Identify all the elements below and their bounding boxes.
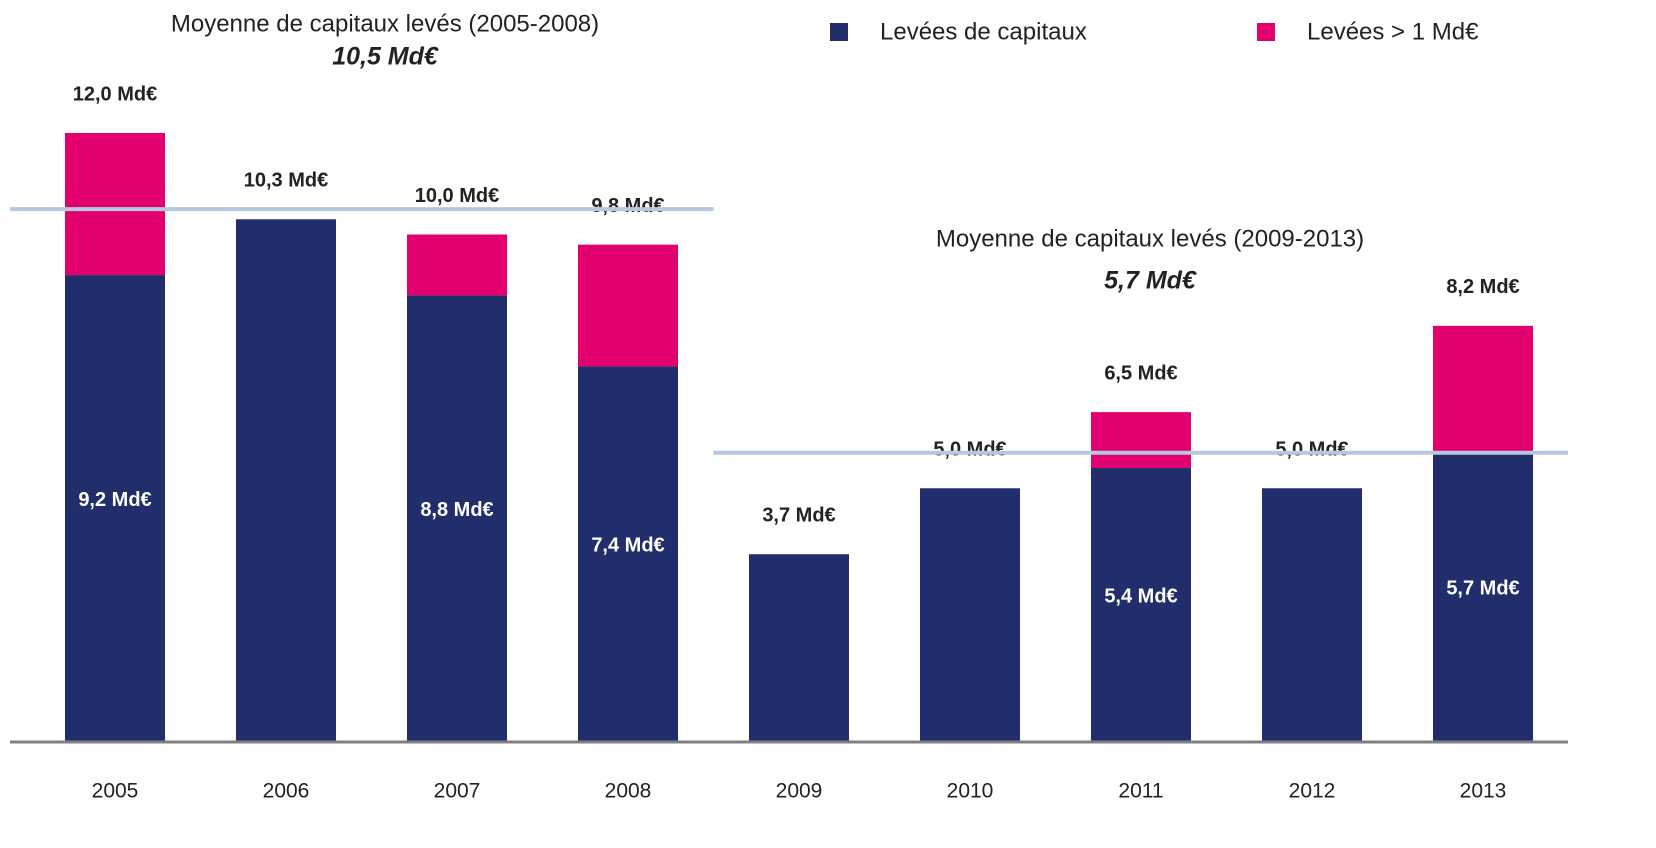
bar-segment bbox=[578, 244, 678, 367]
bar-segment bbox=[578, 366, 678, 742]
bar-segment bbox=[920, 488, 1020, 742]
bar-segment bbox=[1262, 488, 1362, 742]
total-label: 5,0 Md€ bbox=[1275, 439, 1348, 461]
bar-segment bbox=[1091, 412, 1191, 468]
legend-swatch bbox=[830, 23, 848, 41]
average-title: Moyenne de capitaux levés (2009-2013) bbox=[936, 225, 1364, 252]
legend-label: Levées > 1 Md€ bbox=[1307, 18, 1479, 45]
total-label: 12,0 Md€ bbox=[73, 83, 157, 105]
bar-segment bbox=[749, 554, 849, 742]
x-tick-label: 2011 bbox=[1118, 780, 1163, 803]
bar-inner-label: 5,7 Md€ bbox=[1446, 578, 1519, 600]
bar-inner-label: 5,4 Md€ bbox=[1104, 585, 1177, 607]
total-label: 3,7 Md€ bbox=[762, 505, 835, 527]
bar-inner-label: 9,2 Md€ bbox=[78, 489, 151, 511]
bar-inner-label: 7,4 Md€ bbox=[591, 535, 664, 557]
total-label: 5,0 Md€ bbox=[933, 439, 1006, 461]
bar-segment bbox=[1433, 452, 1533, 742]
bar-segment bbox=[407, 295, 507, 742]
bar-segment bbox=[65, 133, 165, 276]
average-value: 5,7 Md€ bbox=[1104, 267, 1197, 295]
legend-swatch bbox=[1257, 23, 1275, 41]
x-tick-label: 2012 bbox=[1289, 780, 1336, 803]
total-label: 8,2 Md€ bbox=[1446, 276, 1519, 298]
x-tick-label: 2009 bbox=[776, 780, 823, 803]
total-label: 10,3 Md€ bbox=[244, 170, 328, 192]
average-value: 10,5 Md€ bbox=[332, 43, 439, 71]
bar-segment bbox=[1433, 325, 1533, 453]
bar-segment bbox=[65, 275, 165, 742]
bar-segment bbox=[236, 219, 336, 742]
x-tick-label: 2007 bbox=[434, 780, 481, 803]
bar-segment bbox=[1091, 467, 1191, 742]
x-tick-label: 2008 bbox=[605, 780, 652, 803]
bar-inner-label: 8,8 Md€ bbox=[420, 499, 493, 521]
x-tick-label: 2006 bbox=[263, 780, 310, 803]
x-tick-label: 2005 bbox=[92, 780, 139, 803]
total-label: 10,0 Md€ bbox=[415, 185, 499, 207]
legend-label: Levées de capitaux bbox=[880, 18, 1087, 45]
total-label: 9,8 Md€ bbox=[591, 195, 664, 217]
bar-segment bbox=[407, 234, 507, 296]
total-label: 6,5 Md€ bbox=[1104, 362, 1177, 384]
x-tick-label: 2010 bbox=[947, 780, 994, 803]
average-title: Moyenne de capitaux levés (2005-2008) bbox=[171, 10, 599, 37]
x-tick-label: 2013 bbox=[1460, 780, 1507, 803]
